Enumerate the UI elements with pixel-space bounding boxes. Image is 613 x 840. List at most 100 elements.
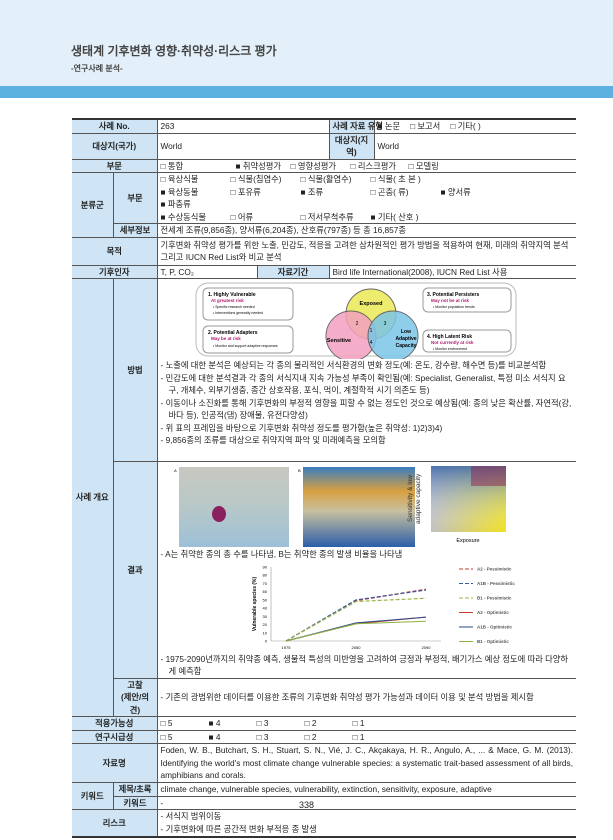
svg-text:3: 3 [383,321,386,327]
series-line [285,597,426,642]
page-title: 생태계 기후변화 영향·취약성·리스크 평가 [71,44,277,58]
risk-label: 리스크 [72,809,158,838]
svg-text:4. High Latent Risk: 4. High Latent Risk [427,334,472,340]
period-label: 자료기간 [256,264,330,279]
legend-label: A1B - Optimistic [477,624,513,629]
keyword-sub2: 키워드 [112,795,158,810]
result-caption: - 1975-2090년까지의 취약종 예측, 생물적 특성의 미반영을 고려하… [160,653,569,677]
case-no: 263 [157,118,329,134]
x-tick-label: 1975 [281,645,291,650]
y-tick-label: 10 [262,630,267,635]
applicability-options: □ 5 ■ 4 □ 3 □ 2 □ 1 [157,716,576,731]
method-label: 방법 [112,278,158,462]
vulnerable-species-line-chart: 0 10 20 30 40 50 60 70 80 90 1975 2050 2090 Vulnerabl… [252,564,515,650]
factor: T, P, CO₂ [157,264,257,279]
legend-label: B1 - Pessimistic [477,595,512,600]
svg-text:• Monitor environment: • Monitor environment [433,347,467,351]
urgency-label: 연구시급성 [72,729,158,744]
result-caption: - A는 취약한 종의 총 수를 나타냄, B는 취약한 종의 발생 비율을 나… [160,549,403,559]
svg-text:• Specific research needed: • Specific research needed [213,305,255,309]
svg-text:4: 4 [369,340,372,346]
header-band [0,86,613,98]
discussion: - 기존의 광범위한 데이터를 이용한 조류의 기후변화 취약성 평가 가능성과… [157,677,576,717]
series-line [285,588,426,642]
y-tick-label: 90 [262,564,267,569]
purpose-label: 목적 [72,236,158,266]
discussion-label: 고찰 (제안/의견) [112,677,158,717]
svg-text:B: B [298,468,301,473]
keyword-abstract: climate change, vulnerable species, vuln… [157,782,576,797]
svg-text:• Monitor and support adaptive: • Monitor and support adaptive responses [213,344,278,348]
legend-label: B1 - Optimistic [477,639,509,644]
y-tick-label: 30 [262,613,267,618]
region-label: 대상지(지역) [328,132,375,160]
factor-label: 기후인자 [72,264,158,279]
y-tick-label: 60 [262,589,267,594]
urgency-options: □ 5 ■ 4 □ 3 □ 2 □ 1 [157,729,576,744]
keyword-sub1: 제목/초록 [112,782,158,797]
source: Foden, W. B., Butchart, S. H., Stuart, S… [157,743,576,783]
result-label: 결과 [112,461,158,679]
adaptive-circle [367,310,418,359]
case-no-label: 사례 No. [72,118,158,134]
vulnerability-maps: A B Exposure [174,466,506,547]
svg-text:At greatest risk: At greatest risk [211,298,244,303]
x-tick-label: 2090 [421,645,431,650]
overview-label: 사례 개요 [72,278,114,717]
series-line [285,620,426,641]
region: World [374,132,576,160]
risk-items: - 서식지 범위이동 - 기후변화에 따른 공간적 변화 부적응 종 발생 [157,809,576,838]
method-bullet: - 노출에 대한 분석은 예상되는 각 종의 물리적인 서식환경의 변화 정도(… [160,360,547,370]
page-subtitle: -연구사례 분석- [71,64,123,73]
legend-label: A2 - Optimistic [477,610,509,615]
y-tick-label: 80 [262,572,267,577]
svg-text:Low: Low [401,329,411,335]
detail-label: 세부정보 [112,223,158,238]
legend-label: A1B - Pessimistic [477,581,515,586]
svg-text:• Interventions generally need: • Interventions generally needed [213,311,263,315]
y-tick-label: 50 [262,597,267,602]
svg-text:May be at risk: May be at risk [211,336,241,341]
taxa-sub-label: 부문 [112,172,158,224]
method-bullet: - 위 표의 프레임을 바탕으로 기후변화 취약성 정도를 평가함(높은 취약성… [160,422,443,433]
taxa-options: □ 육상식물 □ 식물(침엽수) □ 식물(활엽수) □ 식물( 초 본 ) ■ 육상… [157,172,576,224]
legend-y-label: Sensitivity & low adaptive capacity [406,473,422,525]
detail: 전세계 조류(9,856종), 양서류(6,204종), 산호류(797종) 등… [157,223,576,238]
page-number: 338 [298,800,315,810]
applicability-label: 적용가능성 [72,716,158,731]
map-b [302,467,415,547]
method-bullet: - 이동이나 소진화를 통해 기후변화의 부정적 영향을 피할 수 없는 정도인… [160,397,572,421]
svg-text:Exposure: Exposure [456,538,479,544]
page-header [0,0,613,86]
sector-label: 부문 [72,158,158,173]
svg-text:Capacity: Capacity [395,343,416,349]
svg-text:3. Potential Persisters: 3. Potential Persisters [427,292,479,298]
svg-text:• Monitor population trends: • Monitor population trends [433,305,475,309]
period: Bird life International(2008), IUCN Red … [329,264,576,279]
svg-text:1. Highly Vulnerable: 1. Highly Vulnerable [208,292,256,298]
case-table: 사례 No. 263 사례 자료 유형 ■ 논문 □ 보고서 □ 기타( ) 대상지… [72,118,576,838]
y-tick-label: 70 [262,580,267,585]
svg-text:2. Potential Adapters: 2. Potential Adapters [208,330,258,336]
svg-text:Not currently at risk: Not currently at risk [431,340,474,345]
type-label: 사례 자료 유형 [328,118,383,134]
series-line [285,588,426,642]
svg-text:Sensitive: Sensitive [326,338,350,344]
svg-text:May not be at risk: May not be at risk [431,298,470,303]
svg-text:Adaptive: Adaptive [395,336,416,342]
svg-text:A: A [174,468,177,473]
purpose: 기후변화 취약성 평가를 위한 노출, 민감도, 적응을 고려한 삼차원적인 평… [157,236,576,266]
vulnerability-venn-diagram: 1. Highly Vulnerable At greatest risk • … [195,282,516,359]
svg-text:2: 2 [355,321,358,327]
svg-text:1: 1 [369,328,372,334]
method-bullet: - 민감도에 대한 분석결과 각 종의 서식지내 지속 가능성 부족이 확인됨(… [160,372,566,396]
method-bullet: - 9,856종의 조류를 대상으로 취약지역 파악 및 미래예측을 모의함 [160,435,386,445]
type-options: ■ 논문 □ 보고서 □ 기타( ) [374,118,576,134]
y-tick-label: 20 [262,622,267,627]
map-a [178,467,289,547]
y-tick-label: 40 [262,605,267,610]
source-label: 자료명 [72,743,158,783]
taxa-label: 분류군 [72,172,114,238]
legend-label: A2 - Pessimistic [477,566,512,571]
y-tick-label: 0 [264,638,267,643]
